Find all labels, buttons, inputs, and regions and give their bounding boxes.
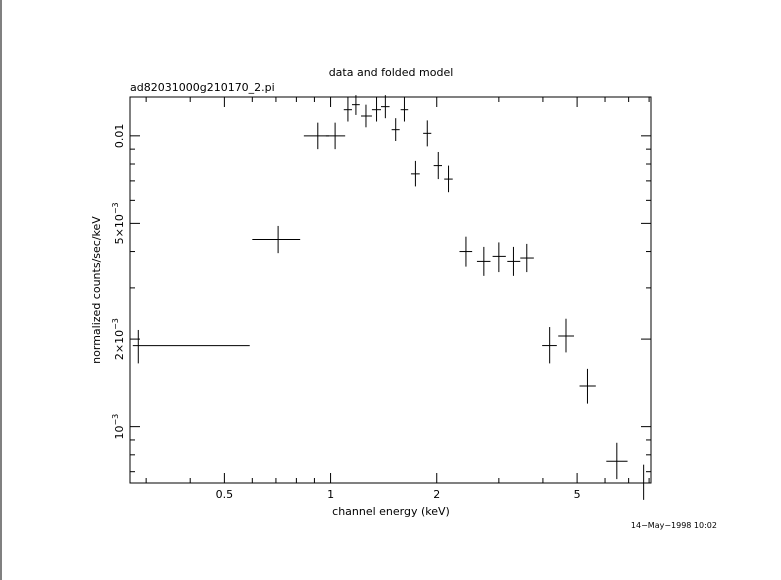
x-tick-label: 0.5 xyxy=(216,488,234,501)
data-point xyxy=(343,97,352,122)
y-axis: 10−32×10−35×10−30.01 xyxy=(111,124,651,473)
y-tick-exponent: −3 xyxy=(111,414,120,426)
y-tick-mantissa: 5× xyxy=(113,228,126,244)
y-tick-label: 0.01 xyxy=(113,124,126,149)
x-tick-label: 2 xyxy=(433,488,440,501)
x-axis: 0.5 1 2 5 xyxy=(145,97,650,501)
y-tick-exponent: −3 xyxy=(111,202,120,214)
y-tick-base: 10 xyxy=(113,214,126,228)
plot-frame xyxy=(129,96,652,484)
y-tick-label: 10−3 xyxy=(111,414,126,440)
timestamp: 14−May−1998 10:02 xyxy=(631,521,717,530)
data-point xyxy=(542,327,557,364)
data-point xyxy=(325,122,346,150)
y-tick-base: 0.01 xyxy=(113,124,126,149)
chart-title: data and folded model xyxy=(329,66,454,79)
x-tick-label: 1 xyxy=(327,488,334,501)
data-point xyxy=(433,151,443,180)
y-axis-label: normalized counts/sec/keV xyxy=(90,216,103,364)
y-tick-label: 5×10−3 xyxy=(111,202,126,244)
y-tick-exponent: −3 xyxy=(111,318,120,330)
data-point xyxy=(252,225,301,254)
data-point xyxy=(391,118,400,141)
data-point xyxy=(303,122,330,150)
x-axis-label: channel energy (keV) xyxy=(332,505,450,518)
data-point xyxy=(410,160,420,187)
x-tick-label: 5 xyxy=(574,488,581,501)
data-point xyxy=(423,120,432,147)
data-series xyxy=(132,95,651,500)
y-tick-label: 2×10−3 xyxy=(111,318,126,360)
data-point xyxy=(400,97,409,122)
chart-subtitle: ad82031000g210170_2.pi xyxy=(130,81,275,94)
data-point xyxy=(351,95,360,115)
data-point xyxy=(444,165,453,193)
y-tick-base: 10 xyxy=(113,426,126,440)
y-tick-base: 10 xyxy=(113,330,126,344)
data-point xyxy=(476,246,491,276)
data-point xyxy=(507,246,521,276)
data-point xyxy=(492,242,506,273)
data-point xyxy=(361,104,372,128)
data-point xyxy=(381,95,390,119)
data-point xyxy=(459,236,473,267)
data-point xyxy=(371,97,382,122)
data-point xyxy=(579,368,596,404)
data-point xyxy=(606,442,628,480)
data-point xyxy=(132,329,250,364)
data-point xyxy=(558,318,575,353)
data-point xyxy=(634,464,651,500)
data-point xyxy=(520,243,534,273)
y-tick-mantissa: 2× xyxy=(113,344,126,360)
